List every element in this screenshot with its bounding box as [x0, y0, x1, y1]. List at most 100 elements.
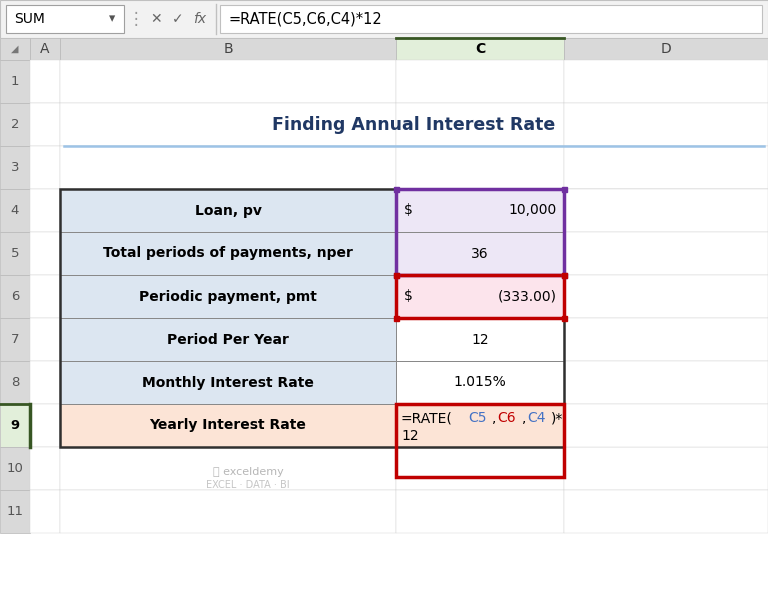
Bar [0, 318, 30, 361]
Text: =RATE(C5,C6,C4)*12: =RATE(C5,C6,C4)*12 [228, 11, 382, 27]
Bar [0, 447, 30, 490]
Bar [393, 273, 399, 277]
Bar [564, 318, 768, 361]
Bar [561, 315, 567, 321]
Text: Loan, pv: Loan, pv [194, 204, 261, 217]
Bar [564, 232, 768, 275]
Bar [60, 404, 396, 447]
Text: ⋮: ⋮ [127, 10, 144, 28]
Bar [60, 189, 564, 447]
Bar [564, 275, 768, 318]
Bar [30, 318, 60, 361]
Bar [564, 275, 768, 318]
Bar [396, 318, 564, 361]
Text: Finding Annual Interest Rate: Finding Annual Interest Rate [273, 115, 555, 134]
Bar [396, 189, 564, 232]
Bar [564, 361, 768, 404]
Bar [564, 189, 768, 232]
Text: C5: C5 [468, 412, 486, 425]
Bar [60, 189, 396, 232]
Text: EXCEL · DATA · BI: EXCEL · DATA · BI [206, 480, 290, 490]
Bar [30, 38, 60, 60]
Bar [0, 103, 30, 146]
Bar [393, 273, 399, 277]
Bar [0, 38, 30, 60]
Bar [0, 146, 30, 189]
Text: =RATE(: =RATE( [401, 412, 453, 425]
Bar [396, 189, 564, 232]
Text: ✓: ✓ [172, 12, 184, 26]
Bar [396, 361, 564, 404]
Bar [564, 490, 768, 533]
Bar [30, 404, 60, 447]
Bar [30, 146, 60, 189]
Bar [396, 275, 564, 318]
Text: fx: fx [194, 12, 207, 26]
Bar [60, 447, 396, 490]
Text: Yearly Interest Rate: Yearly Interest Rate [150, 419, 306, 432]
Text: 9: 9 [11, 419, 19, 432]
Text: A: A [40, 42, 50, 56]
Bar [220, 5, 762, 33]
Bar [30, 275, 60, 318]
Bar [60, 232, 396, 275]
Text: Monthly Interest Rate: Monthly Interest Rate [142, 375, 314, 390]
Text: 🔷 exceldemy: 🔷 exceldemy [213, 467, 283, 477]
Bar [564, 447, 768, 490]
Text: 8: 8 [11, 376, 19, 389]
Text: 1: 1 [11, 75, 19, 88]
Bar [0, 404, 30, 447]
Bar [396, 404, 564, 447]
Bar [564, 404, 768, 447]
Bar [60, 60, 396, 103]
Bar [0, 189, 30, 232]
Text: D: D [660, 42, 671, 56]
Bar [60, 146, 396, 189]
Bar [30, 232, 60, 275]
Bar [396, 361, 564, 404]
Bar [0, 232, 30, 275]
Bar [0, 38, 768, 60]
Bar [561, 187, 567, 191]
Text: 12: 12 [401, 428, 419, 443]
Text: $: $ [404, 289, 413, 304]
Bar [561, 273, 567, 277]
Bar [60, 404, 396, 447]
Text: 36: 36 [472, 247, 488, 261]
Text: Total periods of payments, nper: Total periods of payments, nper [103, 247, 353, 261]
Bar [396, 275, 564, 318]
Text: 4: 4 [11, 204, 19, 217]
Bar [564, 361, 768, 404]
Text: Periodic payment, pmt: Periodic payment, pmt [139, 289, 317, 304]
Bar [564, 146, 768, 189]
Bar [564, 60, 768, 103]
Text: 6: 6 [11, 290, 19, 303]
Bar [60, 361, 396, 404]
Text: $: $ [404, 204, 413, 217]
Bar [564, 232, 768, 275]
Text: 7: 7 [11, 333, 19, 346]
Bar [396, 146, 564, 189]
Bar [60, 490, 396, 533]
Bar [30, 361, 60, 404]
Text: 2: 2 [11, 118, 19, 131]
Bar [60, 275, 396, 318]
Bar [396, 318, 564, 361]
Bar [60, 318, 396, 361]
Text: ,: , [492, 412, 496, 425]
Text: C4: C4 [527, 412, 545, 425]
Text: (333.00): (333.00) [498, 289, 557, 304]
Bar [396, 38, 564, 60]
Bar [60, 189, 396, 232]
Bar [0, 490, 30, 533]
Bar [30, 447, 60, 490]
Bar [396, 103, 564, 146]
Bar [6, 5, 124, 33]
Text: ,: , [521, 412, 526, 425]
Bar [393, 187, 399, 191]
Text: )*: )* [551, 412, 564, 425]
Bar [564, 189, 768, 232]
Text: Period Per Year: Period Per Year [167, 333, 289, 346]
Text: 1.015%: 1.015% [454, 375, 506, 390]
Bar [60, 318, 396, 361]
